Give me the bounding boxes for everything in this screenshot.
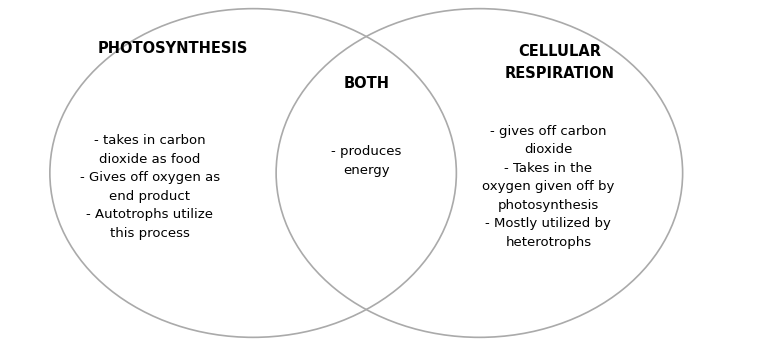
Text: PHOTOSYNTHESIS: PHOTOSYNTHESIS <box>97 41 248 56</box>
Text: - gives off carbon
dioxide
- Takes in the
oxygen given off by
photosynthesis
- M: - gives off carbon dioxide - Takes in th… <box>482 125 614 249</box>
Text: - produces
energy: - produces energy <box>331 145 402 177</box>
Text: BOTH: BOTH <box>344 75 390 91</box>
Text: CELLULAR
RESPIRATION: CELLULAR RESPIRATION <box>505 44 615 81</box>
Text: - takes in carbon
dioxide as food
- Gives off oxygen as
end product
- Autotrophs: - takes in carbon dioxide as food - Give… <box>80 134 219 239</box>
